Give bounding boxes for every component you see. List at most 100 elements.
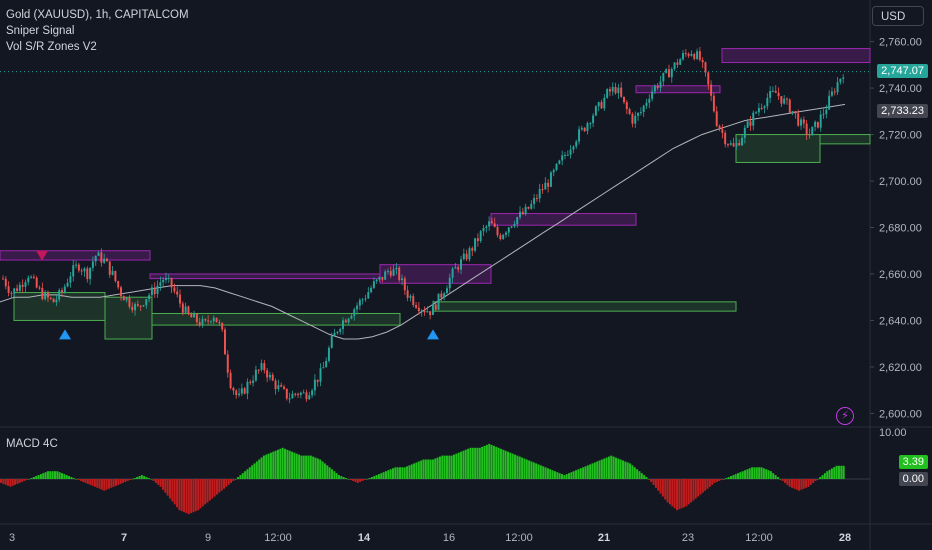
candle-body xyxy=(600,102,603,109)
candle-body xyxy=(198,322,201,326)
candle-body xyxy=(794,111,797,114)
macd-bar xyxy=(35,476,38,479)
macd-bar xyxy=(115,479,118,486)
macd-bar xyxy=(46,471,49,479)
candle-body xyxy=(21,284,24,287)
candle-body xyxy=(375,279,378,282)
candle-body xyxy=(49,297,52,299)
macd-bar xyxy=(173,479,176,505)
candle-body xyxy=(97,252,100,256)
candle-body xyxy=(392,269,395,276)
candle-body xyxy=(41,287,44,300)
macd-title[interactable]: MACD 4C xyxy=(6,438,58,450)
indicator-vol-sr-zones[interactable]: Vol S/R Zones V2 xyxy=(6,41,97,53)
candle-body xyxy=(159,282,162,286)
macd-bar xyxy=(377,474,380,479)
macd-bar xyxy=(711,479,714,485)
macd-bar xyxy=(626,462,629,479)
candle-body xyxy=(797,113,800,126)
macd-bar xyxy=(239,475,242,479)
candle-body xyxy=(201,319,204,326)
candle-body xyxy=(325,360,328,368)
macd-bar xyxy=(352,479,355,481)
candle-body xyxy=(440,293,443,298)
candle-body xyxy=(207,320,210,322)
candle-body xyxy=(249,381,252,384)
macd-bar xyxy=(729,476,732,479)
indicator-sniper-signal[interactable]: Sniper Signal xyxy=(6,25,75,37)
candle-body xyxy=(291,393,294,399)
candle-body xyxy=(687,53,690,56)
macd-bar xyxy=(443,455,446,479)
time-axis-label: 12:00 xyxy=(505,532,533,544)
macd-bar xyxy=(532,462,535,479)
candle-body xyxy=(364,298,367,300)
macd-bar xyxy=(359,479,362,482)
macd-bar xyxy=(265,454,268,479)
candle-body xyxy=(656,85,659,88)
macd-bar xyxy=(722,479,725,480)
macd-bar xyxy=(805,479,808,488)
candle-body xyxy=(356,305,359,310)
candle-body xyxy=(524,206,527,215)
candle-body xyxy=(254,369,257,381)
macd-bar xyxy=(727,477,730,479)
price-tick-label: 2,600.00 xyxy=(879,408,922,420)
macd-bar xyxy=(107,479,110,489)
macd-bar xyxy=(427,459,430,479)
macd-bar xyxy=(737,473,740,479)
candle-body xyxy=(322,367,325,369)
candle-body xyxy=(223,329,226,355)
macd-bar xyxy=(478,447,481,479)
macd-bar xyxy=(201,479,204,507)
macd-bar xyxy=(110,479,113,488)
macd-bar xyxy=(394,467,397,479)
candle-body xyxy=(66,282,69,287)
macd-bar xyxy=(713,479,716,483)
candle-body xyxy=(252,380,255,384)
candle-body xyxy=(575,141,578,147)
macd-bar xyxy=(382,472,385,479)
macd-bar xyxy=(279,448,282,479)
macd-bar xyxy=(272,451,275,479)
candle-body xyxy=(361,299,364,301)
alert-icon[interactable]: ⚡ xyxy=(836,407,854,425)
macd-bar xyxy=(246,469,249,479)
price-tick-label: 2,620.00 xyxy=(879,362,922,374)
macd-bar xyxy=(464,449,467,479)
macd-bar xyxy=(234,479,237,480)
candle-body xyxy=(294,393,297,395)
macd-bar xyxy=(187,479,190,515)
macd-bar xyxy=(119,479,122,484)
candle-body xyxy=(417,307,420,312)
candle-body xyxy=(342,320,344,329)
instrument-title[interactable]: Gold (XAUUSD), 1h, CAPITALCOM xyxy=(6,9,189,21)
candle-body xyxy=(777,92,780,97)
macd-bar xyxy=(23,479,26,481)
macd-bar xyxy=(255,461,258,479)
macd-tick-label: 10.00 xyxy=(879,427,907,439)
macd-bar xyxy=(330,469,333,479)
macd-bar xyxy=(218,479,221,493)
macd-bar xyxy=(511,453,514,479)
candle-body xyxy=(409,296,412,298)
macd-bar xyxy=(603,458,606,479)
candle-body xyxy=(257,369,260,371)
candle-body xyxy=(651,91,654,99)
time-axis-label: 9 xyxy=(205,532,211,544)
currency-button[interactable]: USD xyxy=(872,6,924,26)
macd-bar xyxy=(715,479,718,482)
macd-bar xyxy=(490,444,493,479)
macd-bar xyxy=(211,479,214,499)
macd-bar xyxy=(488,443,491,479)
macd-bar xyxy=(481,446,484,479)
candle-body xyxy=(313,379,316,391)
macd-bar xyxy=(652,479,655,485)
macd-bar xyxy=(762,468,765,479)
candle-body xyxy=(195,313,198,323)
macd-bar xyxy=(786,479,789,485)
candle-body xyxy=(215,317,218,323)
candle-body xyxy=(785,98,788,100)
candle-body xyxy=(552,170,555,173)
